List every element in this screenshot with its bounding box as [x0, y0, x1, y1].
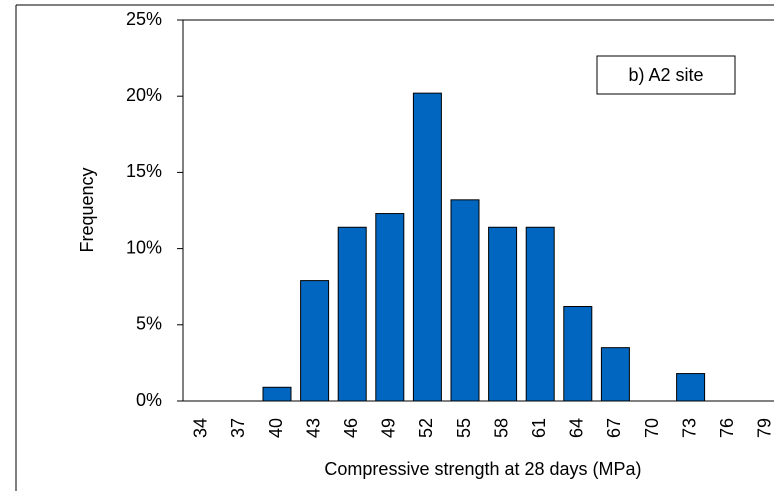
bar [600, 347, 630, 402]
x-tick-label: 43 [303, 418, 323, 438]
y-tick-label: 20% [126, 85, 162, 105]
bar [375, 213, 405, 402]
x-tick-label: 58 [491, 418, 511, 438]
annotation: b) A2 site [628, 65, 703, 85]
bar [412, 92, 442, 402]
bar [676, 373, 706, 402]
x-tick-label: 52 [416, 418, 436, 438]
bar [488, 226, 518, 402]
x-tick-label: 40 [266, 418, 286, 438]
x-axis-title: Compressive strength at 28 days (MPa) [324, 459, 641, 479]
annotation-box [596, 55, 736, 95]
x-tick-label: 34 [191, 418, 211, 438]
y-axis-title: Frequency [77, 167, 97, 252]
x-tick-label: 61 [529, 418, 549, 438]
x-tick-label: 73 [679, 418, 699, 438]
x-tick-label: 37 [228, 418, 248, 438]
x-tick-label: 70 [642, 418, 662, 438]
x-tick-label: 67 [604, 418, 624, 438]
y-tick-label: 25% [126, 9, 162, 29]
bar [450, 199, 480, 402]
x-tick-label: 79 [755, 418, 774, 438]
x-tick-label: 64 [567, 418, 587, 438]
bar [262, 386, 292, 402]
x-tick-label: 76 [717, 418, 737, 438]
y-tick-label: 0% [136, 390, 162, 410]
y-tick-label: 15% [126, 161, 162, 181]
y-tick-label: 10% [126, 237, 162, 257]
x-tick-label: 46 [341, 418, 361, 438]
y-tick-label: 5% [136, 314, 162, 334]
bar [525, 226, 555, 402]
x-tick-label: 55 [454, 418, 474, 438]
x-tick-label: 49 [379, 418, 399, 438]
bar [563, 306, 593, 402]
plot-area [182, 19, 774, 402]
bar [337, 226, 367, 402]
bar [300, 280, 330, 402]
